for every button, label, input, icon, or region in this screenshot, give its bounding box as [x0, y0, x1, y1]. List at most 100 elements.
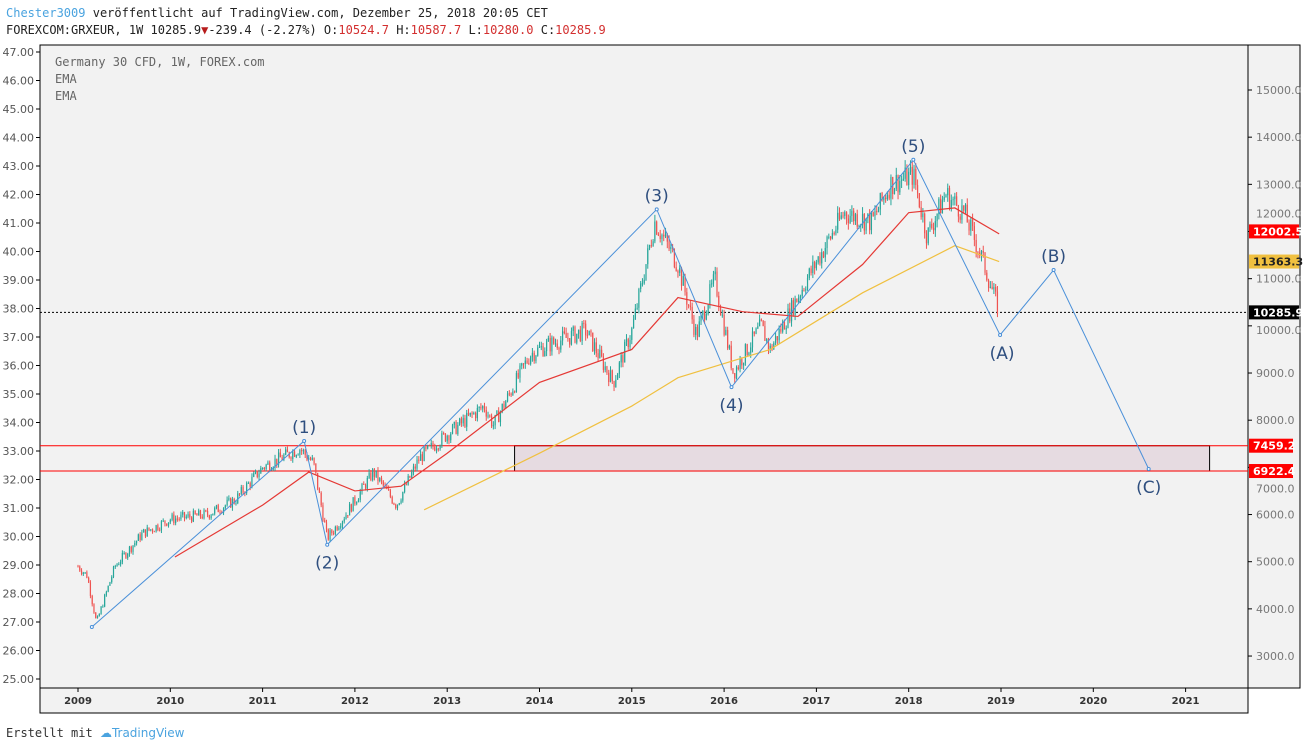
candle-body — [414, 466, 416, 469]
candle-body — [128, 546, 131, 554]
candle-body — [753, 331, 755, 334]
candle-body — [601, 349, 603, 357]
left-tick-label: 45.00 — [3, 103, 35, 116]
candle-body — [185, 516, 187, 519]
candle-body — [973, 226, 975, 240]
candle-body — [783, 321, 786, 330]
candle-body — [771, 345, 773, 350]
candle-body — [418, 459, 420, 461]
candle-body — [109, 582, 111, 586]
price-tag-label: 12002.5 — [1253, 225, 1303, 238]
candle-body — [780, 328, 782, 332]
candle-body — [409, 475, 411, 478]
candle-body — [744, 344, 746, 363]
candle-body — [863, 214, 865, 231]
candle-body — [586, 335, 589, 337]
candle-body — [762, 320, 764, 327]
candle-body — [443, 433, 445, 435]
right-tick-label: 7000.0 — [1256, 482, 1295, 495]
candle-body — [377, 470, 379, 482]
candle-body — [169, 519, 171, 523]
candle-body — [540, 346, 542, 348]
candle-body — [494, 415, 496, 426]
right-tick-label: 13000.0 — [1256, 178, 1302, 191]
left-tick-label: 38.00 — [3, 303, 35, 316]
right-tick-label: 8000.0 — [1256, 414, 1295, 427]
candle-body — [411, 472, 413, 478]
candle-body — [970, 219, 972, 231]
candle-body — [806, 277, 809, 290]
candle-body — [702, 310, 704, 316]
candle-body — [888, 194, 890, 199]
candle-body — [920, 207, 922, 218]
candle-body — [439, 445, 441, 449]
candle-body — [205, 510, 207, 512]
candle-body — [661, 234, 663, 239]
open: 10524.7 — [338, 23, 389, 37]
right-tick-label: 5000.0 — [1256, 556, 1295, 569]
candle-body — [331, 530, 333, 534]
candle-body — [824, 248, 826, 258]
candle-body — [361, 483, 363, 492]
candle-body — [435, 448, 438, 451]
candle-body — [526, 360, 528, 363]
candle-body — [590, 330, 592, 333]
candle-body — [86, 572, 88, 578]
candle-body — [782, 321, 784, 332]
candle-body — [345, 515, 347, 520]
candle-body — [441, 433, 443, 446]
candle-body — [837, 212, 839, 230]
publish-line: Chester3009 veröffentlicht auf TradingVi… — [6, 6, 548, 20]
candle-body — [966, 204, 968, 223]
candle-body — [363, 483, 365, 485]
candle-body — [146, 527, 148, 537]
candle-body — [574, 326, 576, 343]
candle-body — [929, 223, 931, 228]
candle-body — [874, 211, 876, 216]
candle-body — [501, 403, 503, 412]
legend-ema-1: EMA — [55, 72, 77, 86]
candle-body — [634, 308, 636, 320]
candle-body — [187, 514, 189, 517]
candle-body — [222, 507, 225, 513]
candle-body — [485, 410, 487, 417]
candle-body — [700, 315, 702, 322]
candle-body — [260, 467, 262, 474]
candle-body — [135, 540, 138, 544]
publish-info: veröffentlicht auf TradingView.com, Deze… — [92, 6, 548, 20]
x-tick-label: 2011 — [249, 696, 277, 707]
candle-body — [238, 493, 241, 495]
candle-body — [861, 214, 864, 225]
candle-body — [908, 171, 910, 186]
tradingview-link[interactable]: TradingView — [111, 726, 185, 740]
candle-body — [648, 245, 651, 249]
candle-body — [987, 280, 990, 288]
candle-body — [153, 531, 155, 533]
candle-body — [105, 591, 107, 595]
price-chart[interactable]: 25.00 26.00 27.00 28.00 29.00 30.00 31.00 32.00… — [0, 0, 1307, 720]
candle-body — [629, 339, 631, 348]
author-link[interactable]: Chester3009 — [6, 6, 86, 20]
candle-body — [963, 205, 965, 211]
candle-body — [849, 215, 851, 224]
symbol: FOREXCOM:GRXEUR, 1W 10285.9 — [6, 23, 202, 37]
candle-body — [689, 305, 691, 307]
wave-label: (2) — [315, 554, 339, 574]
candle-body — [533, 352, 535, 361]
candle-body — [251, 476, 253, 487]
candle-body — [125, 553, 127, 558]
candle-body — [657, 234, 660, 236]
candle-body — [357, 499, 360, 503]
candle-body — [451, 424, 454, 434]
candle-body — [144, 529, 147, 537]
candle-body — [313, 457, 315, 464]
candle-body — [597, 353, 599, 359]
candle-body — [279, 452, 281, 458]
candle-body — [821, 252, 823, 264]
c-label: C: — [540, 23, 556, 37]
candle-body — [473, 412, 475, 415]
candle-body — [627, 339, 629, 348]
candle-body — [546, 341, 548, 352]
candle-body — [396, 504, 399, 508]
candle-body — [810, 268, 812, 273]
